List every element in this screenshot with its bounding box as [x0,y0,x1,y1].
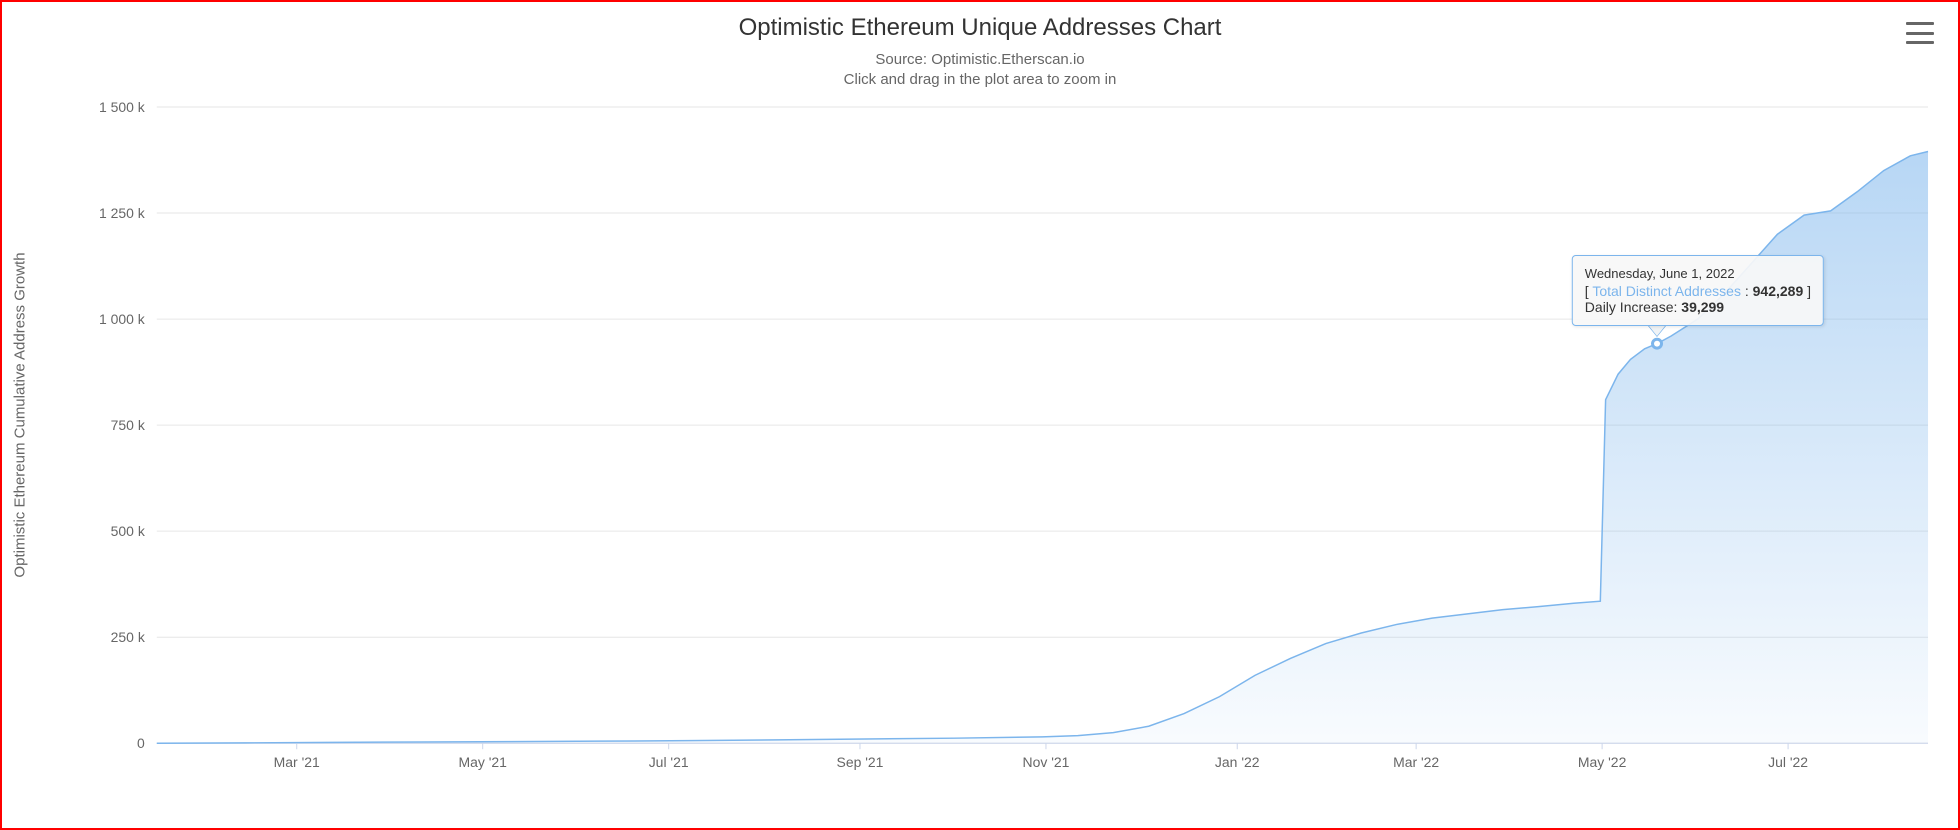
subtitle-line-2: Click and drag in the plot area to zoom … [844,71,1117,88]
x-tick-label: Jul '22 [1768,754,1808,770]
x-tick-label: May '21 [458,754,507,770]
tooltip-series-row: [ Total Distinct Addresses : 942,289 ] [1585,283,1811,299]
y-tick-label: 1 000 k [99,311,145,327]
plot-svg[interactable]: 0 250 k 500 k 750 k 1 000 k 1 250 k 1 500 k Ma… [62,102,1938,788]
hover-marker-inner [1654,341,1660,347]
tooltip-caret [1649,326,1665,336]
chart-frame: Optimistic Ethereum Unique Addresses Cha… [0,0,1960,830]
y-ticks: 0 250 k 500 k 750 k 1 000 k 1 250 k 1 500 k [99,102,145,751]
x-tick-label: Jan '22 [1215,754,1260,770]
x-tick-label: Mar '21 [274,754,320,770]
y-axis-label: Optimistic Ethereum Cumulative Address G… [12,252,29,577]
x-tick-label: Mar '22 [1393,754,1439,770]
tooltip-series-value: 942,289 [1753,283,1804,299]
y-tick-label: 0 [137,735,145,751]
chart-title: Optimistic Ethereum Unique Addresses Cha… [2,14,1958,42]
tooltip-extra-value: 39,299 [1681,299,1724,315]
subtitle-line-1: Source: Optimistic.Etherscan.io [875,51,1084,68]
x-ticks: Mar '21 May '21 Jul '21 Sep '21 Nov '21 Jan '… [274,743,1809,770]
y-tick-label: 1 500 k [99,102,145,115]
x-tick-label: Nov '21 [1022,754,1069,770]
plot-area[interactable]: 0 250 k 500 k 750 k 1 000 k 1 250 k 1 500 k Ma… [62,102,1938,788]
y-tick-label: 250 k [111,629,145,645]
x-tick-label: Sep '21 [837,754,884,770]
y-tick-label: 500 k [111,523,145,539]
y-tick-label: 1 250 k [99,205,145,221]
y-tick-label: 750 k [111,417,145,433]
x-tick-label: May '22 [1578,754,1627,770]
tooltip-date: Wednesday, June 1, 2022 [1585,266,1811,281]
tooltip-series-name: Total Distinct Addresses [1592,283,1741,299]
tooltip-extra-row: Daily Increase: 39,299 [1585,299,1811,315]
x-tick-label: Jul '21 [649,754,689,770]
chart-subtitle: Source: Optimistic.Etherscan.io Click an… [2,50,1958,91]
tooltip: Wednesday, June 1, 2022 [ Total Distinct… [1572,255,1824,326]
hamburger-menu-icon[interactable] [1906,22,1934,44]
tooltip-extra-label: Daily Increase [1585,299,1674,315]
series-area [157,152,1928,744]
